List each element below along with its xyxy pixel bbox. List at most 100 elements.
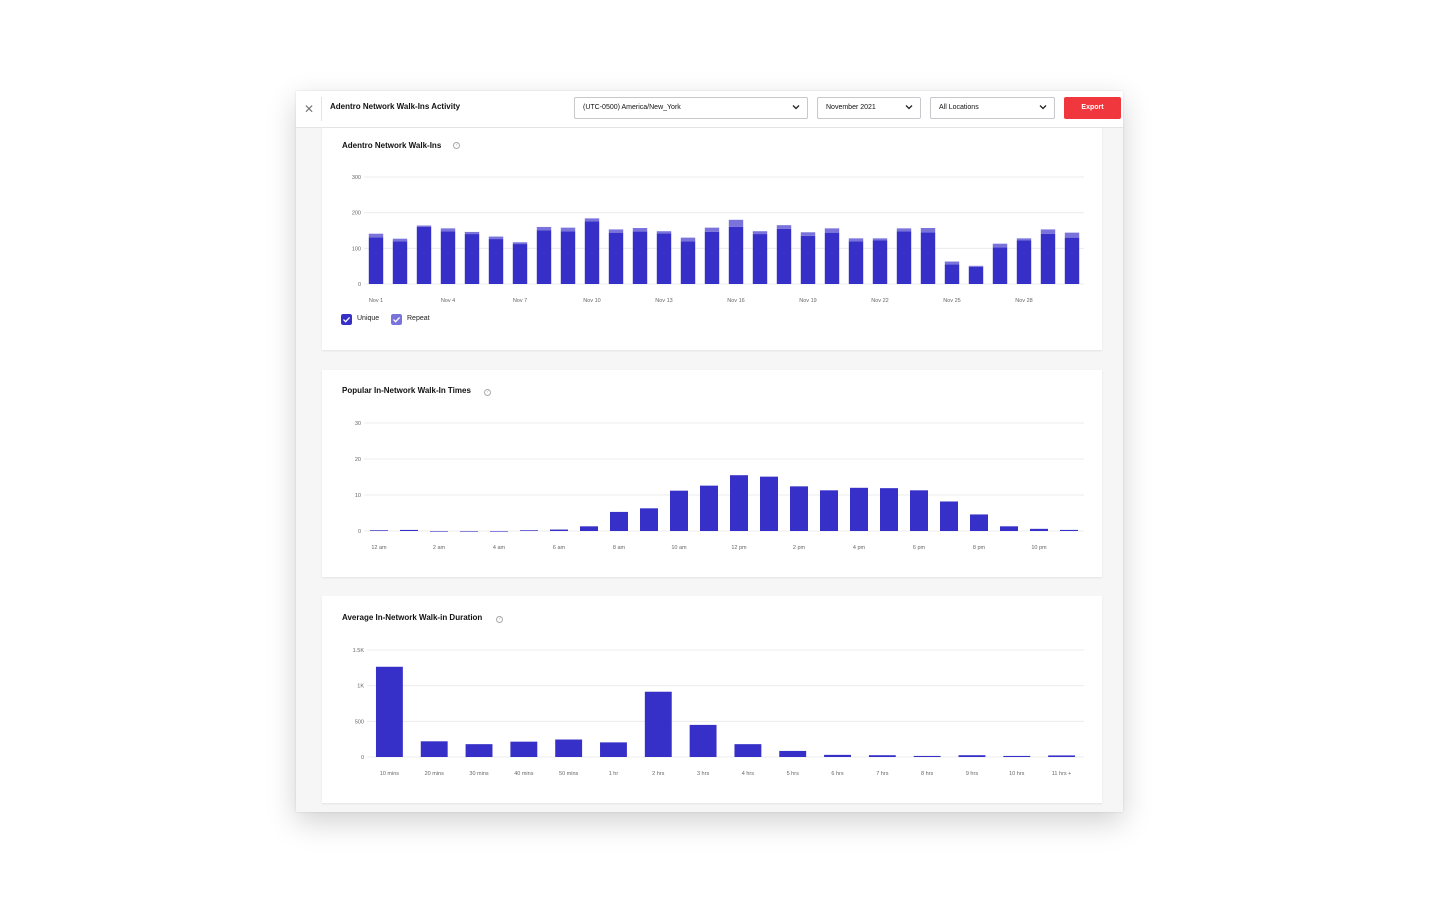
y-tick-label: 0	[358, 282, 361, 288]
bar-repeat	[968, 265, 984, 267]
timezone-value: (UTC-0500) America/New_York	[583, 104, 681, 111]
bar-unique	[680, 241, 696, 284]
bar-unique	[536, 230, 552, 284]
bar-repeat	[680, 237, 696, 242]
bar-repeat	[656, 231, 672, 234]
y-tick-label: 0	[358, 529, 361, 535]
bar-repeat	[608, 229, 624, 233]
bar	[958, 755, 986, 757]
card-title: Adentro Network Walk-Ins	[342, 141, 442, 150]
x-tick-label: 8 pm	[973, 545, 986, 551]
y-tick-label: 100	[352, 246, 361, 252]
x-tick-label: Nov 1	[369, 298, 383, 304]
bar-repeat	[560, 227, 576, 232]
bar-unique	[488, 239, 504, 284]
bar-unique	[1040, 233, 1056, 284]
export-button[interactable]: Export	[1064, 97, 1121, 119]
help-circle-icon[interactable]: ?	[453, 142, 460, 149]
bar	[880, 488, 898, 531]
bar-unique	[704, 231, 720, 284]
bar-repeat	[1040, 229, 1056, 234]
bar	[689, 724, 717, 757]
bar	[375, 666, 403, 757]
duration-chart: 0 500 1K 1.5K 10 mins 20 mins 30 mins 40 mins 50…	[353, 648, 1084, 777]
duration-card: Average In-Network Walk-in Duration ? 0 5…	[322, 596, 1102, 803]
bar-unique	[872, 240, 888, 284]
bar-unique	[920, 232, 936, 284]
bar-repeat	[368, 233, 384, 238]
bar-repeat	[1064, 232, 1080, 238]
bar-repeat	[536, 226, 552, 231]
bar	[580, 526, 598, 531]
bar	[1030, 528, 1048, 531]
help-circle-icon[interactable]: ?	[484, 389, 491, 396]
bar	[465, 744, 493, 757]
bar-repeat	[488, 236, 504, 240]
bar-repeat	[728, 219, 744, 227]
chevron-down-icon	[792, 105, 800, 110]
x-tick-label: 2 am	[433, 545, 446, 551]
activity-window: ✕ Adentro Network Walk-Ins Activity (UTC…	[296, 91, 1123, 812]
location-select[interactable]: All Locations	[930, 97, 1055, 119]
y-tick-label: 20	[355, 457, 361, 463]
bar-unique	[416, 226, 432, 284]
legend-repeat-toggle[interactable]: Repeat	[391, 313, 441, 327]
bar-repeat	[776, 225, 792, 229]
month-select[interactable]: November 2021	[817, 97, 921, 119]
x-tick-label: 10 mins	[380, 771, 400, 777]
bar	[600, 742, 627, 757]
x-tick-label: Nov 7	[513, 298, 527, 304]
bar-unique	[944, 264, 960, 284]
x-tick-label: 20 mins	[425, 771, 445, 777]
bar-unique	[560, 231, 576, 284]
window-title: Adentro Network Walk-Ins Activity	[330, 102, 461, 111]
bar	[1003, 755, 1031, 757]
bar-repeat	[944, 261, 960, 265]
bar-repeat	[992, 243, 1008, 248]
x-tick-label: 30 mins	[469, 771, 489, 777]
x-tick-label: 2 pm	[793, 545, 806, 551]
divider	[321, 97, 322, 121]
bar-repeat	[416, 225, 432, 227]
bar	[490, 531, 508, 532]
x-tick-label: 6 pm	[913, 545, 926, 551]
bar	[640, 508, 658, 531]
chevron-down-icon	[1039, 105, 1047, 110]
bar	[400, 529, 418, 531]
month-value: November 2021	[826, 104, 876, 111]
legend-unique-toggle[interactable]: Unique	[341, 313, 391, 327]
y-tick-label: 200	[352, 211, 361, 217]
y-tick-label: 10	[355, 493, 361, 499]
x-tick-label: 4 am	[493, 545, 506, 551]
bar	[910, 490, 928, 531]
bar-repeat	[848, 238, 864, 242]
walkins-chart: 0 100 200 300 Nov 1 Nov 4 Nov 7 Nov 10 Nov 13 Nov…	[352, 175, 1084, 304]
bar-unique	[896, 231, 912, 284]
x-tick-label: Nov 19	[799, 298, 816, 304]
bar-unique	[824, 232, 840, 284]
timezone-select[interactable]: (UTC-0500) America/New_York	[574, 97, 808, 119]
walkins-card: Adentro Network Walk-Ins ? 0 100 200 300 Nov…	[322, 128, 1102, 350]
y-tick-label: 0	[361, 755, 364, 761]
bar	[820, 490, 838, 531]
bar-unique	[752, 234, 768, 284]
bar-repeat	[512, 242, 528, 245]
x-tick-label: 7 hrs	[876, 771, 888, 777]
bar	[430, 531, 448, 532]
x-tick-label: 3 hrs	[697, 771, 709, 777]
x-tick-label: Nov 16	[727, 298, 744, 304]
x-tick-label: 40 mins	[514, 771, 534, 777]
close-icon[interactable]: ✕	[303, 102, 315, 116]
bar	[760, 476, 778, 531]
y-tick-label: 1K	[357, 684, 364, 690]
y-tick-label: 300	[352, 175, 361, 181]
bar	[420, 741, 448, 757]
content-area: Adentro Network Walk-Ins ? 0 100 200 300 Nov…	[296, 128, 1123, 812]
bar-repeat	[896, 228, 912, 232]
bar-unique	[992, 247, 1008, 284]
bar	[730, 475, 748, 531]
x-tick-label: 4 hrs	[742, 771, 754, 777]
bar-unique	[464, 234, 480, 284]
help-circle-icon[interactable]: ?	[496, 616, 503, 623]
bar-repeat	[584, 218, 600, 222]
